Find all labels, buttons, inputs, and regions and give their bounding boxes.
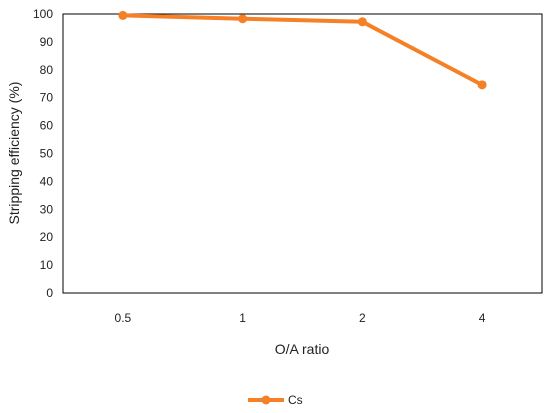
x-tick-label: 0.5 [115,311,132,325]
y-tick-label: 70 [40,91,54,105]
x-tick-label: 2 [359,311,366,325]
y-tick-label: 90 [40,35,54,49]
y-tick-label: 80 [40,63,54,77]
y-tick-label: 50 [40,147,54,161]
legend-label: Cs [288,393,303,407]
x-tick-label: 4 [479,311,486,325]
y-axis-title: Stripping efficiency (%) [6,82,22,225]
y-tick-label: 30 [40,202,54,216]
y-tick-label: 100 [33,7,53,21]
plot-area-frame [62,13,543,294]
data-point [238,14,248,24]
data-point [357,17,367,27]
x-tick-label: 1 [239,311,246,325]
y-tick-label: 10 [40,258,54,272]
legend-marker [261,395,271,405]
y-tick-label: 40 [40,174,54,188]
series-line [120,13,485,87]
y-axis-ticks: 0 10 20 30 40 50 60 70 80 90 100 [33,7,53,300]
y-tick-label: 60 [40,119,54,133]
x-axis-title: O/A ratio [275,341,330,357]
x-axis-ticks: 0.5 1 2 4 [115,311,486,325]
data-point [477,80,487,90]
data-point [118,10,128,20]
y-tick-label: 0 [46,286,53,300]
y-tick-label: 20 [40,230,54,244]
legend: Cs [248,393,303,407]
series-layer [118,10,487,90]
